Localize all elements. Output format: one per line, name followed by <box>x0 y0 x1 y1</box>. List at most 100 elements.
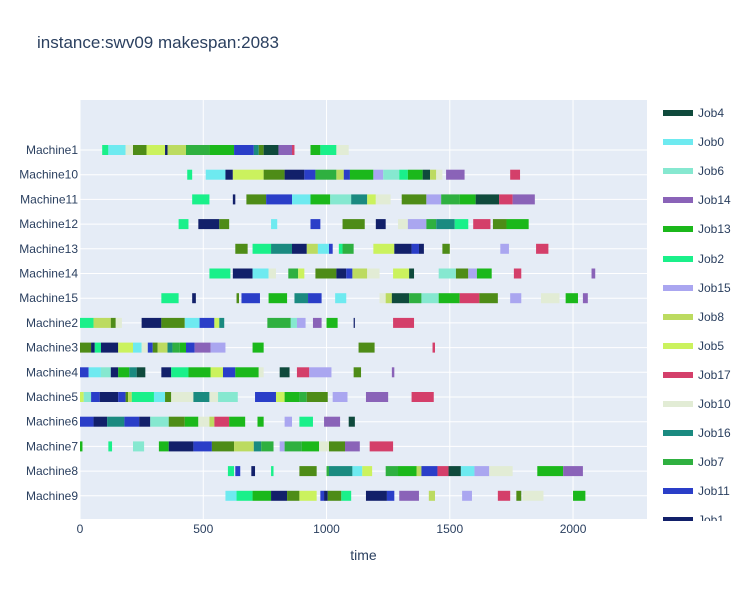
task-bar-job6[interactable] <box>150 416 169 427</box>
task-bar-job16[interactable] <box>253 441 262 452</box>
task-bar-job7[interactable] <box>261 441 274 452</box>
task-bar-job15[interactable] <box>279 441 285 452</box>
task-bar-job17[interactable] <box>296 367 310 378</box>
task-bar-job4[interactable] <box>263 145 279 155</box>
task-bar-job10[interactable] <box>379 293 386 304</box>
task-bar-job3[interactable] <box>110 317 116 328</box>
task-bar-job0[interactable] <box>271 219 278 230</box>
task-bar-job8[interactable] <box>430 169 437 180</box>
task-bar-job10[interactable] <box>375 194 391 205</box>
task-bar-job3[interactable] <box>165 392 172 402</box>
task-bar-job8[interactable] <box>157 342 168 353</box>
task-bar-job6[interactable] <box>100 367 111 378</box>
task-bar-job17[interactable] <box>393 317 415 328</box>
task-bar-job10[interactable] <box>258 367 264 378</box>
task-bar-job6[interactable] <box>421 293 439 304</box>
task-bar-job13[interactable] <box>326 317 338 328</box>
task-bar-job1[interactable] <box>198 219 220 230</box>
task-bar-job2[interactable] <box>399 169 408 180</box>
task-bar-job11[interactable] <box>308 293 322 304</box>
task-bar-job17[interactable] <box>437 466 449 477</box>
task-bar-job17[interactable] <box>369 441 394 452</box>
task-bar-job10[interactable] <box>540 293 560 304</box>
task-bar-job15[interactable] <box>407 219 427 230</box>
task-bar-job3[interactable] <box>442 243 450 254</box>
task-bar-job15[interactable] <box>474 466 490 477</box>
task-bar-job13[interactable] <box>476 268 492 279</box>
task-bar-job13[interactable] <box>268 293 288 304</box>
task-bar-job3[interactable] <box>401 194 427 205</box>
task-bar-job16[interactable] <box>436 219 455 230</box>
task-bar-job5[interactable] <box>362 466 373 477</box>
task-bar-job13[interactable] <box>179 342 187 353</box>
task-bar-job1[interactable] <box>91 342 95 353</box>
task-bar-job4[interactable] <box>279 367 290 378</box>
task-bar-job4[interactable] <box>422 169 431 180</box>
task-bar-job6[interactable] <box>83 392 92 402</box>
task-bar-job14[interactable] <box>312 317 322 328</box>
task-bar-job13[interactable] <box>184 416 199 427</box>
task-bar-job7[interactable] <box>342 243 354 254</box>
task-bar-job2[interactable] <box>271 466 274 477</box>
task-bar-job14[interactable] <box>591 268 596 279</box>
task-bar-job13[interactable] <box>407 169 423 180</box>
task-bar-job8[interactable] <box>385 293 392 304</box>
task-bar-job16[interactable] <box>271 243 293 254</box>
task-bar-job3[interactable] <box>258 145 264 155</box>
task-bar-job15[interactable] <box>210 342 226 353</box>
task-bar-job3[interactable] <box>287 490 300 501</box>
task-bar-job2[interactable] <box>236 490 253 501</box>
task-bar-job11[interactable] <box>343 169 350 180</box>
task-bar-job10[interactable] <box>319 441 329 452</box>
task-bar-job1[interactable] <box>100 342 119 353</box>
task-bar-job8[interactable] <box>416 466 422 477</box>
task-bar-job16[interactable] <box>253 145 259 155</box>
task-bar-job1[interactable] <box>324 490 328 501</box>
task-bar-job13[interactable] <box>310 194 331 205</box>
task-bar-job6[interactable] <box>218 392 238 402</box>
task-bar-job11[interactable] <box>310 219 321 230</box>
task-bar-job13[interactable] <box>158 441 169 452</box>
task-bar-job2[interactable] <box>227 466 235 477</box>
task-bar-job1[interactable] <box>232 268 253 279</box>
task-bar-job13[interactable] <box>565 293 578 304</box>
task-bar-job0[interactable] <box>108 145 126 155</box>
task-bar-job14[interactable] <box>278 145 293 155</box>
task-bar-job5[interactable] <box>210 367 223 378</box>
task-bar-job13[interactable] <box>257 416 264 427</box>
task-bar-job3[interactable] <box>479 293 498 304</box>
task-bar-job10[interactable] <box>367 268 380 279</box>
task-bar-job11[interactable] <box>346 268 353 279</box>
task-bar-job0[interactable] <box>317 243 329 254</box>
task-bar-job8[interactable] <box>306 243 318 254</box>
task-bar-job3[interactable] <box>328 441 346 452</box>
task-bar-job16[interactable] <box>294 293 309 304</box>
task-bar-job15[interactable] <box>510 293 522 304</box>
task-bar-job15[interactable] <box>332 392 348 402</box>
task-bar-job0[interactable] <box>292 194 311 205</box>
task-bar-job13[interactable] <box>80 441 83 452</box>
task-bar-job7[interactable] <box>409 293 422 304</box>
task-bar-job11[interactable] <box>304 169 316 180</box>
task-bar-job3[interactable] <box>152 342 158 353</box>
task-bar-job11[interactable] <box>80 367 89 378</box>
task-bar-job13[interactable] <box>438 293 460 304</box>
task-bar-job3[interactable] <box>211 441 235 452</box>
task-bar-job3[interactable] <box>219 219 230 230</box>
task-bar-job3[interactable] <box>342 219 365 230</box>
task-bar-job2[interactable] <box>94 342 101 353</box>
task-bar-job13[interactable] <box>235 367 259 378</box>
task-bar-job15[interactable] <box>284 416 293 427</box>
task-bar-job15[interactable] <box>500 243 509 254</box>
task-bar-job2[interactable] <box>338 243 343 254</box>
task-bar-job11[interactable] <box>222 367 236 378</box>
task-bar-job1[interactable] <box>141 317 162 328</box>
task-bar-job11[interactable] <box>147 342 153 353</box>
task-bar-job13[interactable] <box>209 145 235 155</box>
task-bar-job14[interactable] <box>194 342 211 353</box>
task-bar-job8[interactable] <box>352 268 368 279</box>
task-bar-job13[interactable] <box>398 466 417 477</box>
task-bar-job0[interactable] <box>225 490 237 501</box>
task-bar-job17[interactable] <box>473 219 491 230</box>
